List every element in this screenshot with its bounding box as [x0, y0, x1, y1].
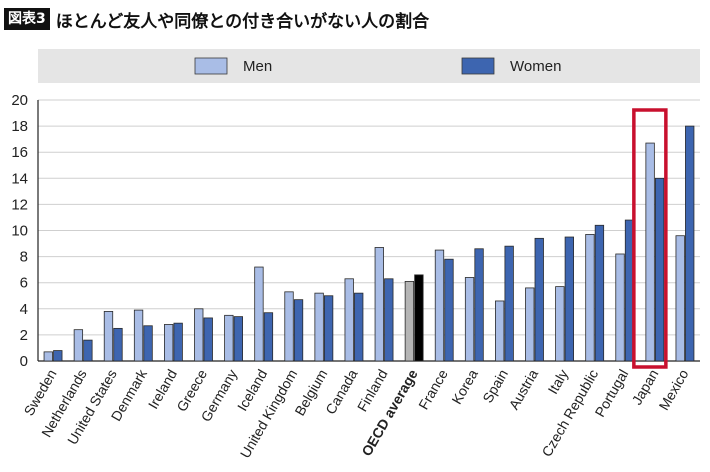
figure-title-row: 図表3 ほとんど友人や同僚との付き合いがない人の割合 [4, 4, 429, 34]
bar-korea-women [474, 248, 484, 362]
bar-italy-women [564, 236, 574, 362]
bar-denmark-women [143, 325, 153, 362]
figure-label-badge: 図表3 [4, 8, 50, 30]
legend-band [38, 49, 700, 83]
x-tick-label-france: France [415, 366, 451, 412]
y-tick-label: 2 [20, 327, 28, 344]
y-tick-label: 0 [20, 353, 28, 370]
legend-label-women: Women [510, 58, 561, 75]
bar-mexico-women [685, 125, 695, 362]
legend-swatch-men [194, 57, 228, 75]
bar-belgium-women [323, 295, 334, 362]
legend-label-men: Men [243, 58, 272, 75]
y-tick-label: 6 [20, 275, 28, 292]
x-tick-label-italy: Italy [544, 367, 571, 397]
bar-oecd-average-men [404, 280, 415, 362]
bar-sweden-women [53, 350, 63, 362]
bar-korea-men [464, 277, 475, 362]
x-tick-label-mexico: Mexico [656, 366, 692, 413]
y-tick-label: 12 [11, 196, 28, 213]
bar-belgium-men [314, 292, 324, 362]
y-tick-label: 20 [11, 92, 28, 109]
x-tick-label-spain: Spain [479, 366, 511, 405]
bar-japan-women [654, 177, 665, 362]
bar-greece-men [194, 308, 204, 362]
y-tick-label: 8 [20, 249, 28, 266]
bar-mexico-men [675, 235, 685, 362]
bar-czech-republic-men [585, 234, 595, 362]
bar-finland-men [374, 247, 384, 362]
bar-italy-men [555, 286, 565, 362]
y-tick-label: 18 [11, 118, 28, 135]
bar-austria-men [525, 287, 535, 362]
bar-netherlands-women [83, 339, 93, 362]
bar-iceland-women [263, 312, 274, 362]
bar-france-men [434, 249, 445, 362]
bar-germany-women [233, 316, 243, 362]
y-tick-label: 10 [11, 223, 28, 240]
bar-united-states-women [113, 327, 123, 362]
bar-portugal-men [615, 253, 625, 362]
x-tick-label-korea: Korea [448, 366, 481, 407]
bar-netherlands-men [73, 329, 84, 362]
x-tick-label-austria: Austria [505, 366, 541, 412]
bar-sweden-men [43, 351, 53, 362]
highlight-box-japan [632, 108, 668, 369]
bar-canada-women [354, 292, 364, 362]
bar-finland-women [384, 278, 394, 362]
bar-germany-men [224, 314, 234, 362]
bar-united-states-men [103, 311, 114, 362]
bar-oecd-average-women [414, 274, 424, 362]
legend-swatch-women [461, 57, 495, 75]
bar-france-women [444, 258, 454, 362]
bar-spain-women [504, 245, 514, 362]
bar-denmark-men [133, 309, 144, 362]
bar-ireland-women [173, 322, 183, 362]
bar-austria-women [534, 237, 544, 362]
y-tick-label: 14 [11, 170, 28, 187]
bar-united-kingdom-men [284, 291, 294, 362]
y-tick-label: 4 [20, 301, 28, 318]
bar-czech-republic-women [594, 224, 605, 362]
bar-japan-men [645, 142, 655, 362]
bar-iceland-men [254, 266, 264, 362]
bar-canada-men [344, 278, 354, 362]
bar-greece-women [203, 317, 213, 362]
bar-ireland-men [164, 324, 174, 362]
figure-title: ほとんど友人や同僚との付き合いがない人の割合 [55, 11, 430, 32]
y-tick-label: 16 [11, 144, 28, 161]
bar-spain-men [495, 300, 505, 362]
bar-united-kingdom-women [293, 299, 304, 362]
